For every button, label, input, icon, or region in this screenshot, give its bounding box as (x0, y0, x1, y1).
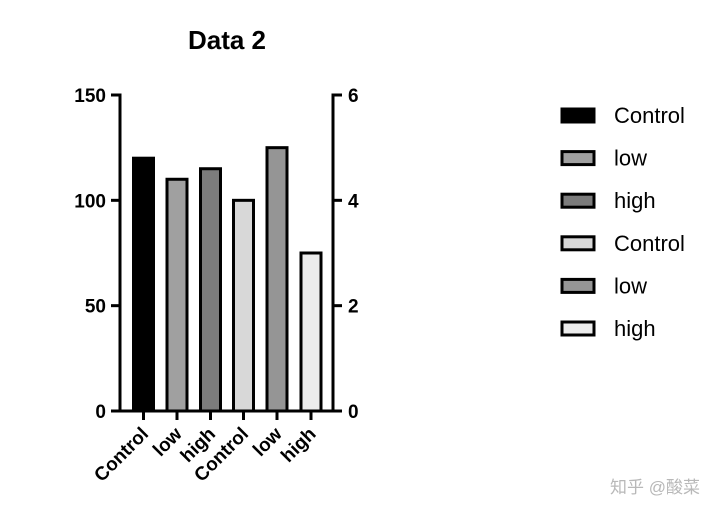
legend-swatch (560, 320, 596, 337)
watermark: 知乎 @酸菜 (610, 478, 700, 497)
legend-swatch (560, 277, 596, 294)
bars (132, 146, 323, 413)
right-tick-label: 6 (348, 86, 359, 107)
legend-label: high (614, 316, 656, 341)
category-label: high (277, 424, 320, 467)
left-tick-label: 100 (74, 191, 106, 212)
bar-0 (132, 156, 155, 413)
legend-label: high (614, 188, 656, 213)
bar-3 (232, 198, 255, 413)
left-tick-label: 150 (74, 86, 106, 107)
legend-swatch (560, 192, 596, 209)
left-tick-label: 0 (95, 402, 106, 423)
legend-swatch (560, 150, 596, 167)
right-tick-label: 0 (348, 402, 359, 423)
bar-2 (199, 167, 222, 413)
legend-label: Control (614, 231, 685, 256)
right-tick-label: 4 (348, 191, 359, 212)
bar-5 (299, 251, 323, 413)
right-tick-label: 2 (348, 297, 359, 318)
legend-label: low (614, 273, 647, 298)
legend-swatch (560, 107, 596, 124)
legend-label: Control (614, 103, 685, 128)
bar-1 (165, 177, 189, 413)
chart-title: Data 2 (188, 25, 266, 55)
legend-label: low (614, 146, 647, 171)
bar-4 (265, 146, 289, 413)
category-label: Control (90, 424, 153, 487)
legend-swatch (560, 235, 596, 252)
legend: Control low high Control low high (560, 103, 685, 341)
left-tick-label: 50 (85, 297, 106, 318)
